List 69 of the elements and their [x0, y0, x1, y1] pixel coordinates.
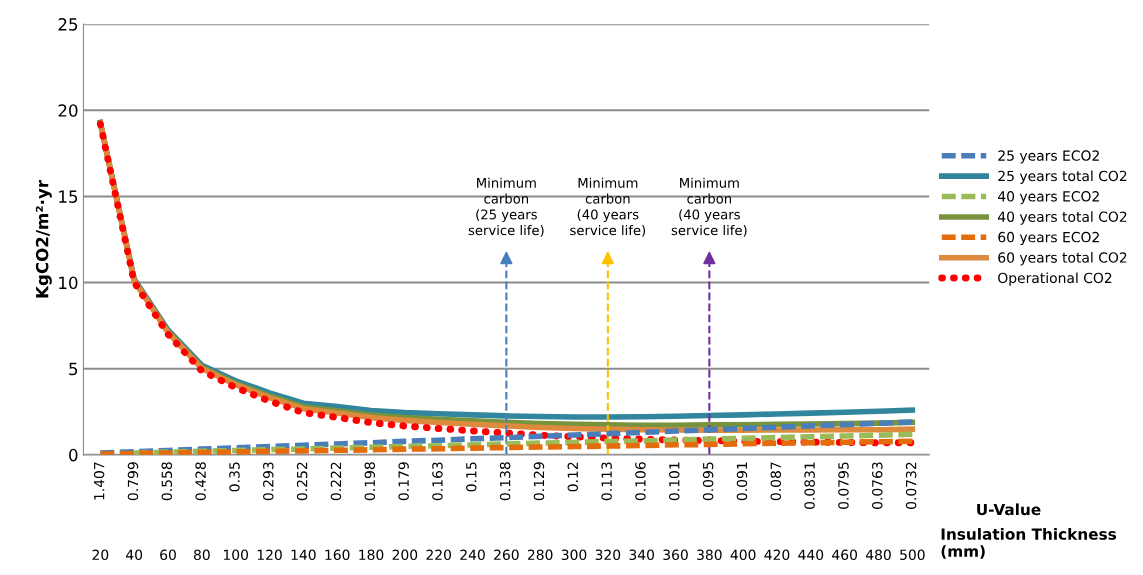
text: 0.222 [330, 462, 342, 501]
text: 0.0732 [905, 462, 917, 509]
text: 0.0795 [838, 462, 849, 509]
x-tick-label: 320 [595, 549, 621, 561]
x-axis-title: Insulation Thickness (mm) [941, 528, 1117, 559]
x-tick-label: 460 [832, 549, 858, 561]
text: 0.799 [127, 462, 139, 501]
y-tick-label: 5 [69, 362, 78, 376]
x-tick-label: 200 [392, 549, 418, 561]
y-tick-label: 10 [59, 276, 78, 290]
text: 0.0763 [872, 462, 883, 509]
x-tick-label: 120 [257, 549, 282, 561]
x-tick-label: 60 [160, 549, 176, 561]
text: 0.138 [499, 462, 511, 501]
x-tick-label: 40 [126, 549, 143, 561]
x2-axis-title: U-Value [977, 503, 1041, 516]
y-tick-label: 25 [58, 18, 78, 31]
x-tick-label: 160 [325, 549, 350, 561]
x-tick-label: 500 [900, 549, 925, 561]
x-tick-label: 420 [764, 549, 790, 561]
text: 0.15 [466, 462, 477, 492]
x-tick-label: 260 [494, 549, 519, 561]
text: 0.087 [770, 462, 782, 501]
ref-line-label: Minimum carbon (40 years service life) [570, 177, 646, 237]
x-tick-label: 380 [697, 549, 722, 561]
text: 0.252 [296, 462, 308, 501]
ref-line-label: Minimum carbon (40 years service life) [671, 177, 747, 237]
y-axis-title: KgCO2/m²·yr [35, 180, 52, 298]
ref-line-label: Minimum carbon (25 years service life) [468, 177, 544, 237]
legend-label: 60 years total CO2 [998, 252, 1127, 266]
text: 0.428 [195, 462, 206, 501]
text: 0.179 [398, 462, 409, 501]
y-tick-label: 20 [58, 104, 78, 117]
text: 0.198 [364, 462, 376, 501]
x-tick-label: 80 [193, 549, 210, 561]
legend-label: 60 years ECO2 [998, 231, 1099, 246]
text: 0.101 [669, 462, 680, 501]
text: 0.0831 [804, 462, 815, 509]
x-tick-label: 240 [460, 549, 485, 561]
legend-label: 40 years total CO2 [997, 211, 1127, 225]
text: 0.106 [635, 462, 646, 501]
x-tick-label: 360 [663, 549, 688, 561]
x-tick-label: 480 [865, 549, 891, 561]
legend-label: 25 years ECO2 [998, 150, 1099, 164]
x-tick-label: 340 [629, 549, 655, 561]
x-tick-label: 20 [92, 549, 109, 561]
x-tick-label: 100 [223, 549, 249, 561]
text: 0.113 [601, 462, 612, 501]
text: 0.163 [432, 462, 443, 501]
x-tick-label: 140 [291, 549, 316, 561]
y-tick-label: 0 [69, 448, 78, 462]
text: 0.129 [533, 462, 545, 501]
x-tick-label: 180 [359, 549, 384, 561]
x-tick-label: 220 [426, 549, 452, 561]
text: 0.12 [567, 462, 579, 492]
text: 0.091 [736, 462, 748, 501]
text: 0.35 [229, 462, 240, 492]
legend-label: 25 years total CO2 [998, 170, 1127, 184]
x-tick-label: 440 [798, 549, 824, 561]
legend-label: 40 years ECO2 [997, 191, 1099, 205]
text: 1.407 [93, 462, 105, 500]
x-tick-label: 300 [561, 549, 587, 561]
legend-label: Operational CO2 [998, 272, 1112, 286]
text: 0.095 [702, 462, 714, 501]
x-tick-label: 400 [730, 549, 756, 561]
text: 0.293 [263, 462, 274, 501]
text: 0.558 [161, 462, 173, 501]
x-tick-label: 280 [527, 549, 553, 561]
y-tick-label: 15 [59, 190, 78, 203]
